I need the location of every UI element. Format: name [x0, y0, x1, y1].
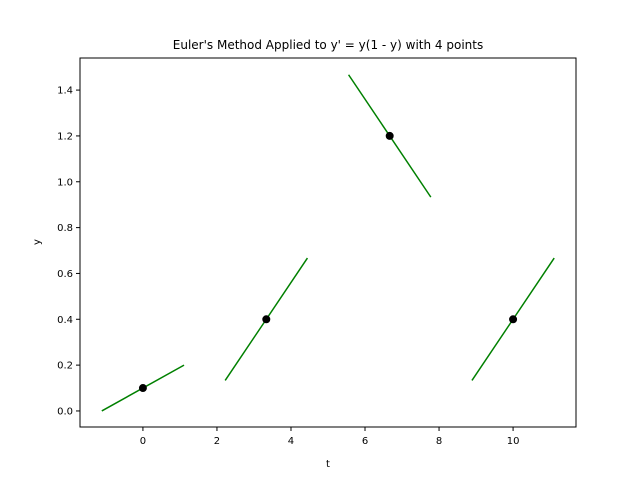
x-axis: 0 2 4 6 8 10: [140, 427, 520, 447]
y-tick-label: 1.4: [57, 86, 73, 97]
x-tick-label: 4: [288, 436, 294, 447]
euler-point-3: [385, 131, 394, 140]
x-tick-label: 10: [507, 436, 520, 447]
y-axis-label: y: [32, 239, 43, 245]
y-tick-label: 0.4: [57, 315, 73, 326]
y-axis: 0.0 0.2 0.4 0.6 0.8 1.0 1.2 1.4: [57, 86, 80, 417]
x-tick-label: 6: [362, 436, 368, 447]
y-tick-label: 0.8: [57, 223, 73, 234]
axes-frame: [79, 57, 577, 428]
plot-area: [101, 74, 555, 412]
y-tick-label: 1.2: [57, 131, 73, 142]
euler-point-4: [509, 315, 518, 324]
y-tick-label: 0.6: [57, 269, 73, 280]
y-tick-label: 0.2: [57, 361, 73, 372]
x-tick-label: 0: [140, 436, 146, 447]
euler-point-1: [138, 384, 147, 393]
x-tick-label: 8: [436, 436, 442, 447]
euler-point-2: [262, 315, 271, 324]
x-tick-label: 2: [214, 436, 220, 447]
x-axis-label: t: [326, 459, 330, 470]
y-tick-label: 1.0: [57, 177, 73, 188]
y-tick-label: 0.0: [57, 406, 73, 417]
chart-title: Euler's Method Applied to y' = y(1 - y) …: [173, 38, 483, 52]
